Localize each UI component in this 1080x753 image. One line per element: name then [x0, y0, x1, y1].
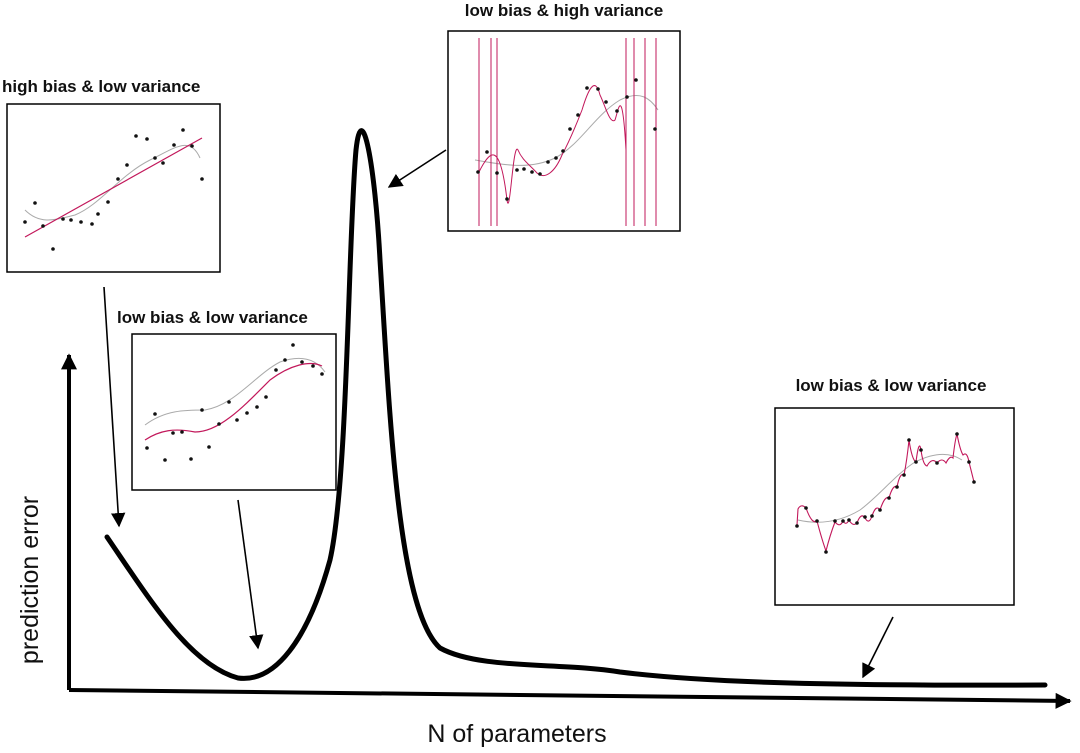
panel-underfit: high bias & low variance — [2, 77, 221, 273]
panel-title: low bias & low variance — [117, 308, 308, 327]
x-axis — [68, 688, 1072, 709]
fitted-curve — [144, 362, 323, 441]
panel-interpolation-peak: low bias & high variance — [447, 1, 681, 232]
panel-title: low bias & high variance — [465, 1, 663, 20]
panel-frame — [774, 407, 1015, 606]
fitted-curve — [796, 431, 975, 553]
error-curve — [104, 128, 1048, 688]
true-function-curve — [24, 144, 201, 221]
panel-overparameterized: low bias & low variance — [774, 376, 1015, 606]
y-axis-label: prediction error — [16, 496, 44, 664]
pointer-arrow-underfit — [103, 286, 126, 528]
panel-title: low bias & low variance — [796, 376, 987, 395]
panel-classical-optimum: low bias & low variance — [117, 308, 337, 491]
data-points — [795, 432, 976, 554]
fitted-line — [24, 137, 203, 238]
panel-frame — [447, 30, 681, 232]
pointer-arrow-overparameterized — [862, 616, 894, 679]
fitted-curve — [478, 38, 657, 226]
true-function-curve — [797, 453, 963, 523]
data-points — [476, 78, 657, 201]
data-points — [145, 343, 324, 462]
true-function-curve — [474, 95, 659, 166]
data-points — [23, 128, 204, 251]
true-function-curve — [144, 357, 326, 426]
panel-frame — [131, 333, 337, 491]
pointer-arrow-classical-optimum — [237, 499, 264, 650]
pointer-arrow-interpolation-peak — [387, 149, 447, 188]
x-axis-label: N of parameters — [427, 720, 606, 748]
panel-title: high bias & low variance — [2, 77, 200, 96]
